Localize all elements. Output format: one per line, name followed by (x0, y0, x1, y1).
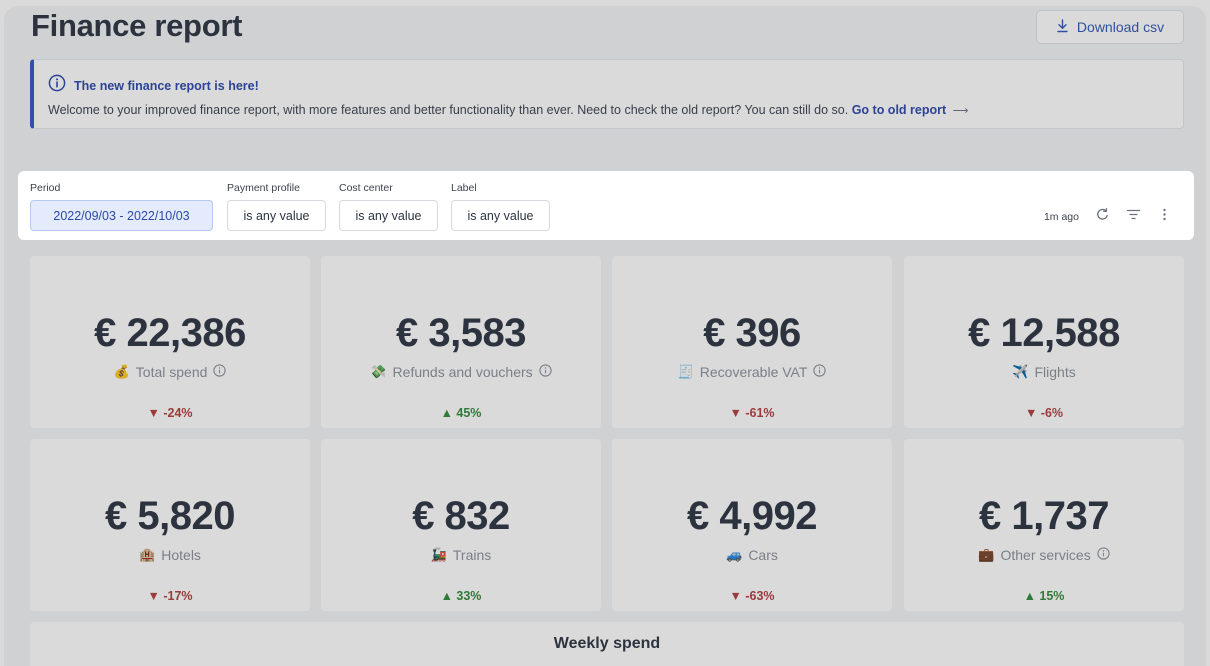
stat-card-refunds-and-vouchers: € 3,583 💸 Refunds and vouchers ▲ 45% (321, 256, 601, 428)
download-csv-button[interactable]: Download csv (1036, 10, 1184, 44)
stat-label: Refunds and vouchers (392, 364, 533, 380)
stat-value: € 832 (412, 494, 510, 538)
money-with-wings-icon: 💸 (370, 364, 387, 379)
stat-label: Total spend (135, 364, 208, 380)
info-banner: The new finance report is here! Welcome … (30, 59, 1184, 129)
stat-card-flights: € 12,588 ✈️ Flights ▼ -6% (904, 256, 1184, 428)
stat-value: € 1,737 (979, 494, 1109, 538)
payment-profile-filter: Payment profile is any value (227, 182, 326, 231)
go-to-old-report-link[interactable]: Go to old report (851, 103, 947, 117)
filter-bar: Period 2022/09/03 - 2022/10/03 Payment p… (18, 171, 1194, 240)
cost-center-label: Cost center (339, 182, 393, 194)
train-icon: 🚂 (430, 547, 447, 562)
stat-value: € 12,588 (968, 311, 1120, 355)
briefcase-icon: 💼 (978, 547, 995, 562)
hotel-icon: 🏨 (139, 547, 156, 562)
stat-value: € 4,992 (687, 494, 817, 538)
stat-change: ▲ 33% (440, 589, 482, 603)
stat-label: Other services (1000, 547, 1091, 563)
payment-profile-select[interactable]: is any value (227, 200, 326, 231)
cost-center-filter: Cost center is any value (339, 182, 438, 231)
banner-title: The new finance report is here! (74, 78, 259, 93)
stat-change: ▲ 45% (440, 406, 482, 420)
page-title: Finance report (31, 8, 243, 43)
refresh-icon[interactable] (1095, 207, 1110, 227)
more-vertical-icon[interactable] (1157, 207, 1172, 227)
stat-card-other-services: € 1,737 💼 Other services ▲ 15% (904, 439, 1184, 611)
info-icon[interactable] (1097, 547, 1110, 563)
stat-value: € 22,386 (94, 311, 246, 355)
download-icon (1056, 18, 1069, 36)
stat-change: ▼ -63% (729, 589, 775, 603)
payment-profile-label: Payment profile (227, 182, 300, 194)
money-bag-icon: 💰 (113, 364, 130, 379)
app-frame: Finance report Download csv The new fina… (4, 6, 1206, 666)
period-label: Period (30, 182, 61, 194)
banner-text: Welcome to your improved finance report,… (48, 103, 849, 117)
stat-label: Trains (452, 547, 492, 563)
info-icon[interactable] (813, 364, 827, 380)
weekly-spend-card: Weekly spend (30, 622, 1184, 666)
info-icon (48, 74, 66, 97)
period-select[interactable]: 2022/09/03 - 2022/10/03 (30, 200, 213, 231)
stat-value: € 3,583 (396, 311, 526, 355)
stat-card-total-spend: € 22,386 💰 Total spend ▼ -24% (30, 256, 310, 428)
cost-center-select[interactable]: is any value (339, 200, 438, 231)
filter-icon[interactable] (1126, 207, 1141, 227)
stat-card-trains: € 832 🚂 Trains ▲ 33% (321, 439, 601, 611)
stat-card-recoverable-vat: € 396 🧾 Recoverable VAT ▼ -61% (612, 256, 892, 428)
stat-change: ▼ -61% (729, 406, 775, 420)
stat-change: ▲ 15% (1023, 589, 1065, 603)
arrow-right-icon: ⟶ (952, 105, 969, 117)
label-filter: Label is any value (451, 182, 550, 231)
weekly-spend-title: Weekly spend (553, 635, 661, 652)
car-icon: 🚙 (726, 547, 743, 562)
info-icon[interactable] (538, 364, 552, 380)
stat-card-cars: € 4,992 🚙 Cars ▼ -63% (612, 439, 892, 611)
label-label: Label (451, 182, 477, 194)
stat-label: Flights (1034, 364, 1076, 380)
label-select[interactable]: is any value (451, 200, 550, 231)
stat-card-hotels: € 5,820 🏨 Hotels ▼ -17% (30, 439, 310, 611)
receipt-icon: 🧾 (677, 364, 694, 379)
period-filter: Period 2022/09/03 - 2022/10/03 (30, 182, 213, 231)
last-updated-text: 1m ago (1043, 211, 1079, 223)
stat-label: Hotels (161, 547, 201, 563)
stat-label: Cars (748, 547, 778, 563)
stat-change: ▼ -17% (147, 589, 193, 603)
stat-value: € 5,820 (105, 494, 235, 538)
airplane-icon: ✈️ (1012, 364, 1029, 379)
stat-value: € 396 (703, 311, 801, 355)
info-icon[interactable] (213, 364, 227, 380)
stat-change: ▼ -24% (147, 406, 193, 420)
stat-label: Recoverable VAT (699, 364, 808, 380)
download-csv-label: Download csv (1076, 19, 1165, 35)
stat-change: ▼ -6% (1024, 406, 1064, 420)
